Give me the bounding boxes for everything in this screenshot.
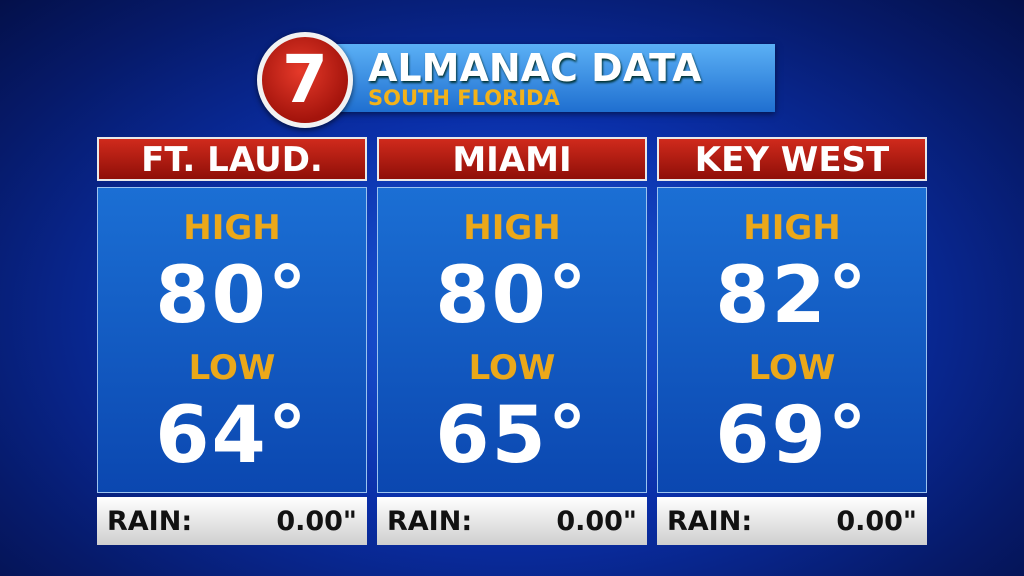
high-value: 80° bbox=[155, 251, 309, 341]
rain-label: RAIN: bbox=[107, 505, 193, 537]
title: ALMANAC DATA bbox=[368, 46, 702, 90]
city-name: FT. LAUD. bbox=[97, 137, 367, 181]
rain-bar: RAIN: 0.00" bbox=[657, 497, 927, 545]
city-name: MIAMI bbox=[377, 137, 647, 181]
city-column: KEY WEST HIGH 82° LOW 69° RAIN: 0.00" bbox=[657, 137, 927, 545]
low-label: LOW bbox=[748, 348, 836, 388]
rain-value: 0.00" bbox=[556, 505, 637, 537]
low-value: 64° bbox=[155, 391, 309, 481]
temperature-panel: HIGH 80° LOW 65° bbox=[377, 187, 647, 493]
high-label: HIGH bbox=[463, 208, 561, 248]
rain-value: 0.00" bbox=[276, 505, 357, 537]
high-label: HIGH bbox=[183, 208, 281, 248]
low-label: LOW bbox=[188, 348, 276, 388]
title-banner: ALMANAC DATA SOUTH FLORIDA bbox=[330, 44, 775, 112]
rain-label: RAIN: bbox=[667, 505, 753, 537]
spacer bbox=[658, 188, 926, 208]
city-column: FT. LAUD. HIGH 80° LOW 64° RAIN: 0.00" bbox=[97, 137, 367, 545]
temperature-panel: HIGH 80° LOW 64° bbox=[97, 187, 367, 493]
rain-bar: RAIN: 0.00" bbox=[377, 497, 647, 545]
rain-bar: RAIN: 0.00" bbox=[97, 497, 367, 545]
city-column: MIAMI HIGH 80° LOW 65° RAIN: 0.00" bbox=[377, 137, 647, 545]
rain-value: 0.00" bbox=[836, 505, 917, 537]
subtitle: SOUTH FLORIDA bbox=[368, 86, 560, 110]
spacer bbox=[98, 188, 366, 208]
high-value: 82° bbox=[715, 251, 869, 341]
city-name: KEY WEST bbox=[657, 137, 927, 181]
logo: 7 bbox=[257, 32, 353, 128]
high-label: HIGH bbox=[743, 208, 841, 248]
low-label: LOW bbox=[468, 348, 556, 388]
low-value: 69° bbox=[715, 391, 869, 481]
high-value: 80° bbox=[435, 251, 589, 341]
temperature-panel: HIGH 82° LOW 69° bbox=[657, 187, 927, 493]
rain-label: RAIN: bbox=[387, 505, 473, 537]
spacer bbox=[378, 188, 646, 208]
low-value: 65° bbox=[435, 391, 589, 481]
